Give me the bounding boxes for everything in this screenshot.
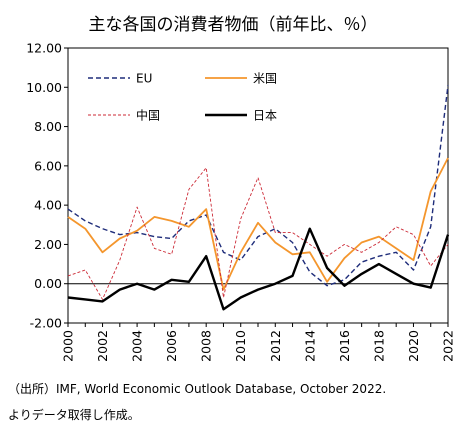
line-chart: 主な各国の消費者物価（前年比、％） 12.00 10.00 8.00 6.00 4.00… <box>26 15 455 362</box>
legend-label-EU: EU <box>136 72 152 86</box>
y-tick-label: 12.00 <box>26 41 62 56</box>
x-tick-label: 2008 <box>199 330 214 362</box>
x-tick-label: 2016 <box>337 330 352 362</box>
x-tick-label: 2002 <box>95 330 110 362</box>
series-line-米国 <box>67 157 449 291</box>
y-tick-label: 6.00 <box>34 158 62 173</box>
legend-label-日本: 日本 <box>253 109 277 123</box>
x-tick-label: 2018 <box>371 330 386 362</box>
y-tick-label: 8.00 <box>34 119 62 134</box>
y-tick-label: 2.00 <box>34 237 62 252</box>
series-line-中国 <box>67 167 449 300</box>
series-line-EU <box>67 85 449 287</box>
x-tick-label: 2010 <box>233 330 248 362</box>
y-tick-label: 0.00 <box>34 276 62 291</box>
series-lines <box>67 85 450 311</box>
x-tick-label: 2014 <box>302 330 317 362</box>
plot-frame <box>67 47 449 324</box>
x-tick-label: 2020 <box>406 330 421 362</box>
x-tick-label: 2006 <box>164 330 179 362</box>
source-note-continued: よりデータ取得し作成。 <box>8 408 140 422</box>
x-tick-label: 2000 <box>61 330 76 362</box>
y-tick-label: -2.00 <box>30 316 62 331</box>
legend-label-中国: 中国 <box>136 108 160 123</box>
y-tick-label: 4.00 <box>34 198 62 213</box>
y-tick-label: 10.00 <box>26 80 62 95</box>
legend-label-米国: 米国 <box>253 72 277 86</box>
chart-title: 主な各国の消費者物価（前年比、％） <box>89 15 378 35</box>
series-line-日本 <box>67 227 450 311</box>
x-tick-label: 2004 <box>130 330 145 362</box>
x-tick-label: 2012 <box>268 330 283 362</box>
source-note: （出所）IMF, World Economic Outlook Database… <box>8 382 387 396</box>
x-tick-label: 2022 <box>441 330 456 362</box>
